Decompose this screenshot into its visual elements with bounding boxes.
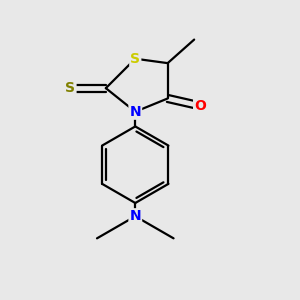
- Text: N: N: [130, 105, 141, 119]
- Text: O: O: [194, 99, 206, 113]
- Text: S: S: [65, 81, 76, 95]
- Text: S: S: [130, 52, 140, 66]
- Text: N: N: [130, 209, 141, 223]
